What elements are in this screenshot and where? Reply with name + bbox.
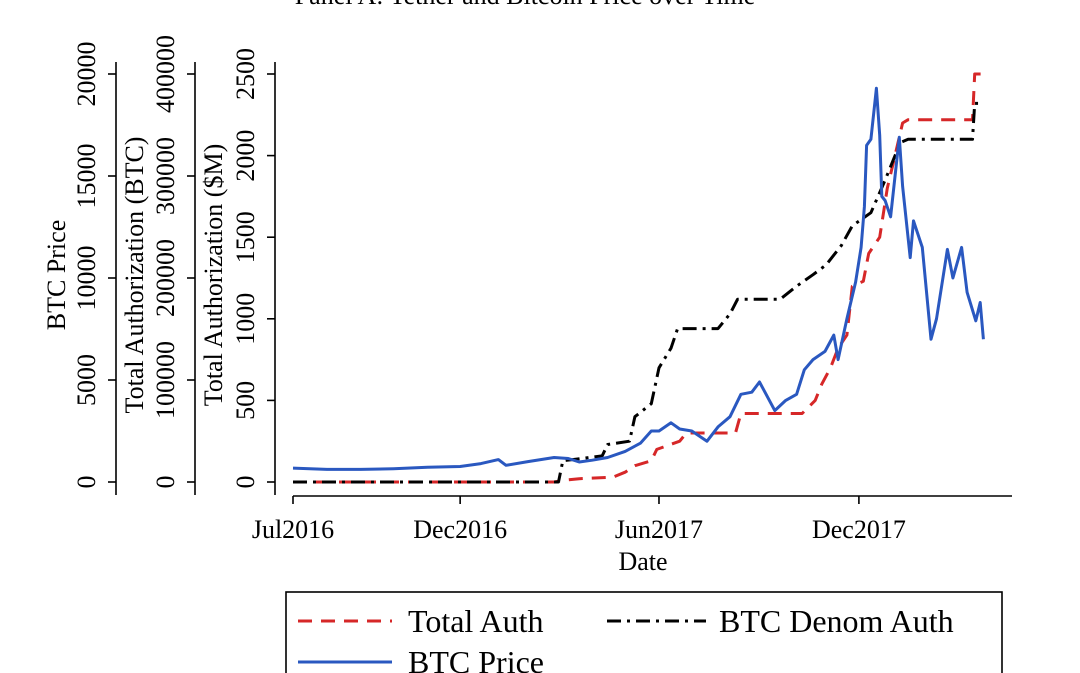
legend-label-total-auth: Total Auth (408, 603, 544, 639)
y-tick-label: 200000 (151, 239, 180, 317)
legend-box (285, 591, 1003, 673)
x-tick-label: Dec2017 (812, 515, 906, 544)
y-axis-label-total-authorization-m: Total Authorization ($M) (199, 144, 228, 406)
chart-title: Panel A: Tether and Bitcoin Price over T… (295, 0, 756, 10)
legend-label-btc-denom-auth: BTC Denom Auth (719, 603, 954, 639)
x-axis-label: Date (618, 547, 667, 576)
series-line-total-auth (293, 72, 984, 484)
y-tick-label: 2500 (231, 48, 260, 100)
y-tick-label: 10000 (72, 246, 101, 311)
x-tick-label: Jun2017 (615, 515, 703, 544)
y-tick-label: 0 (231, 476, 260, 489)
series-line-btc-denom-auth (293, 101, 984, 484)
y-tick-label: 500 (231, 381, 260, 420)
y-tick-label: 2000 (231, 130, 260, 182)
legend-label-btc-price: BTC Price (408, 644, 544, 673)
x-tick-label: Jul2016 (252, 515, 334, 544)
y-tick-label: 1000 (231, 293, 260, 345)
y-axis-label-btc-price: BTC Price (42, 220, 71, 331)
y-tick-label: 15000 (72, 144, 101, 209)
legend: Total Auth BTC Denom Auth BTC Price (285, 591, 1003, 673)
plot-area (292, 72, 985, 484)
y-tick-label: 0 (151, 476, 180, 489)
y-tick-label: 1500 (231, 211, 260, 263)
y-tick-label: 5000 (72, 354, 101, 406)
y-tick-label: 20000 (72, 42, 101, 107)
y-tick-label: 100000 (151, 341, 180, 419)
y-tick-label: 300000 (151, 137, 180, 215)
series-line-btc-price (292, 86, 985, 471)
x-tick-label: Dec2016 (413, 515, 507, 544)
y-axis-label-total-authorization-btc: Total Authorization (BTC) (120, 137, 149, 414)
y-tick-label: 0 (72, 476, 101, 489)
y-tick-label: 400000 (151, 35, 180, 113)
